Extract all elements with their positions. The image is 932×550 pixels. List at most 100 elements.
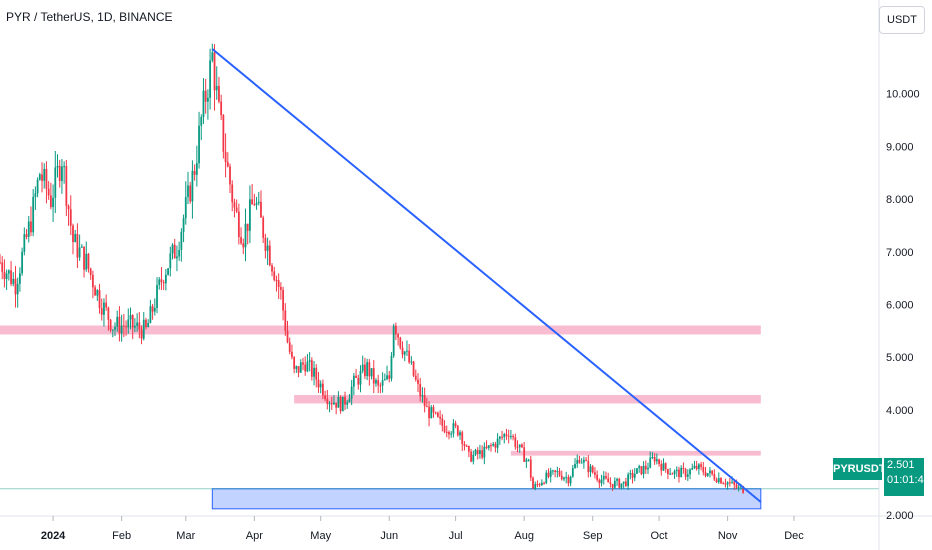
candle-2024-04-28 bbox=[313, 360, 315, 386]
candles-layer bbox=[0, 43, 745, 494]
candle-2024-08-28 bbox=[582, 456, 585, 469]
candle-body bbox=[147, 322, 150, 328]
candle-2024-05-24 bbox=[370, 368, 373, 380]
candle-2024-05-01 bbox=[319, 380, 322, 394]
candle-2024-03-16 bbox=[218, 76, 220, 104]
candle-body bbox=[653, 457, 656, 462]
candle-2024-06-01 bbox=[388, 370, 391, 383]
currency-button[interactable]: USDT bbox=[879, 6, 925, 34]
candle-2024-09-10 bbox=[611, 483, 614, 491]
candle-2024-08-09 bbox=[540, 479, 543, 486]
candle-2024-06-03 bbox=[392, 323, 395, 358]
candle-2024-04-01 bbox=[253, 193, 256, 206]
candle-body bbox=[585, 459, 587, 461]
candle-2024-09-08 bbox=[607, 472, 610, 483]
candle-body bbox=[397, 334, 399, 338]
candle-body bbox=[244, 223, 247, 248]
candle-2024-04-27 bbox=[310, 357, 313, 381]
candle-body bbox=[87, 253, 90, 269]
candle-2024-05-18 bbox=[357, 374, 360, 390]
candle-body bbox=[693, 465, 696, 469]
candle-2024-09-23 bbox=[640, 466, 643, 476]
candle-body bbox=[100, 308, 103, 315]
candle-body bbox=[65, 166, 68, 206]
candle-2024-05-11 bbox=[341, 396, 344, 412]
candle-2024-10-08 bbox=[673, 469, 676, 479]
candle-body bbox=[67, 205, 70, 210]
candle-body bbox=[682, 467, 685, 470]
candle-body bbox=[702, 466, 705, 473]
candle-2024-07-11 bbox=[476, 447, 479, 460]
candle-body bbox=[452, 423, 455, 434]
candle-2024-06-18 bbox=[425, 397, 428, 408]
candle-body bbox=[63, 166, 66, 168]
candle-body bbox=[532, 477, 534, 489]
candle-2024-07-09 bbox=[472, 450, 475, 465]
candle-body bbox=[193, 170, 196, 175]
candle-body bbox=[620, 483, 623, 488]
candle-body bbox=[467, 446, 470, 452]
candle-body bbox=[266, 245, 269, 251]
candle-2024-08-18 bbox=[560, 470, 563, 481]
candle-2024-04-07 bbox=[266, 237, 269, 266]
candle-body bbox=[483, 446, 486, 458]
candle-body bbox=[202, 90, 205, 118]
candle-body bbox=[472, 454, 475, 462]
candle-2024-05-17 bbox=[355, 368, 357, 379]
candle-2024-03-24 bbox=[235, 199, 238, 214]
candle-body bbox=[350, 386, 353, 399]
candle-body bbox=[713, 474, 716, 480]
candle-body bbox=[439, 416, 442, 419]
candle-body bbox=[357, 377, 360, 385]
candle-body bbox=[167, 268, 169, 275]
candle-body bbox=[410, 361, 413, 363]
candle-body bbox=[547, 472, 550, 477]
trendline bbox=[211, 48, 762, 503]
candle-2024-05-07 bbox=[333, 395, 335, 406]
candle-2024-06-10 bbox=[408, 344, 411, 364]
candle-2024-02-26 bbox=[176, 245, 178, 272]
candle-body bbox=[111, 329, 114, 331]
candle-2024-08-01 bbox=[523, 441, 526, 463]
candle-body bbox=[140, 329, 143, 339]
candle-body bbox=[54, 167, 57, 198]
candle-2024-05-27 bbox=[377, 374, 380, 393]
candle-body bbox=[479, 450, 481, 455]
candle-body bbox=[399, 337, 402, 348]
candle-body bbox=[76, 234, 79, 258]
candle-2024-06-12 bbox=[412, 360, 415, 378]
candle-2023-12-23 bbox=[32, 189, 35, 237]
candle-body bbox=[178, 250, 181, 257]
candle-body bbox=[282, 289, 284, 311]
candle-2024-07-17 bbox=[490, 442, 492, 452]
candle-body bbox=[437, 412, 439, 417]
candle-2024-03-07 bbox=[198, 111, 200, 169]
candle-body bbox=[162, 282, 165, 284]
candle-2024-03-31 bbox=[251, 184, 254, 205]
candle-body bbox=[487, 445, 490, 448]
candle-2024-03-02 bbox=[187, 171, 189, 205]
candle-2024-05-13 bbox=[346, 399, 349, 409]
candle-body bbox=[195, 163, 198, 175]
candle-2024-03-25 bbox=[237, 203, 240, 245]
candle-2024-02-18 bbox=[158, 276, 161, 290]
candle-body bbox=[538, 484, 541, 486]
candle-2024-10-12 bbox=[682, 462, 685, 474]
candle-2023-12-15 bbox=[14, 266, 17, 308]
candle-body bbox=[465, 445, 468, 447]
candle-body bbox=[41, 174, 43, 181]
candle-body bbox=[563, 477, 565, 480]
candle-2024-10-04 bbox=[664, 462, 667, 473]
candle-body bbox=[567, 477, 570, 484]
candle-body bbox=[94, 287, 97, 296]
candle-2024-01-23 bbox=[100, 298, 103, 321]
candle-2024-03-27 bbox=[242, 238, 245, 255]
candle-body bbox=[717, 478, 720, 483]
candle-body bbox=[204, 90, 207, 102]
candle-2024-08-23 bbox=[571, 464, 574, 478]
candle-2024-07-08 bbox=[470, 448, 472, 463]
candle-body bbox=[724, 483, 727, 485]
candle-body bbox=[122, 325, 125, 327]
candle-body bbox=[279, 286, 282, 290]
